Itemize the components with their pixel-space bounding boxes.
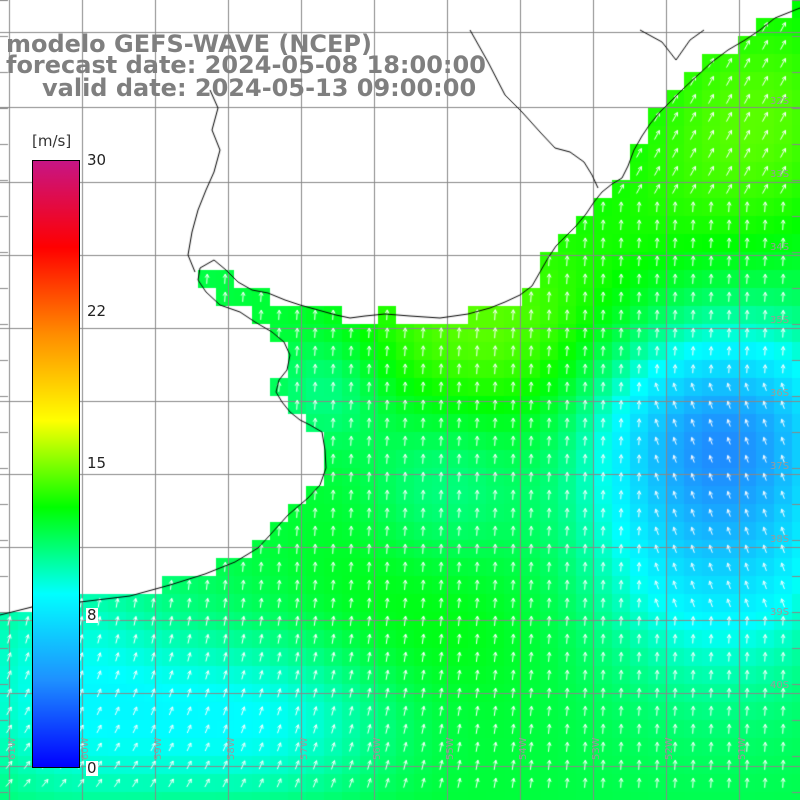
longitude-label: 60W: [80, 737, 91, 760]
title-forecast-date: forecast date: 2024-05-08 18:00:00: [6, 51, 486, 79]
colorbar: [32, 160, 80, 768]
longitude-label: 53W: [591, 737, 602, 760]
latitude-label: 34S: [770, 242, 789, 253]
colorbar-tick-label: 30: [86, 151, 108, 169]
latitude-label: 40S: [770, 680, 789, 691]
latitude-label: 38S: [770, 534, 789, 545]
longitude-label: 51W: [737, 737, 748, 760]
title-valid-date: valid date: 2024-05-13 09:00:00: [42, 74, 477, 102]
latitude-label: 37S: [770, 461, 789, 472]
latitude-label: 35S: [770, 315, 789, 326]
longitude-label: 54W: [518, 737, 529, 760]
longitude-label: 56W: [372, 737, 383, 760]
latitude-label: 32S: [770, 96, 789, 107]
latitude-label: 36S: [770, 388, 789, 399]
longitude-label: 61W: [7, 737, 18, 760]
title-model: modelo GEFS-WAVE (NCEP): [6, 30, 372, 58]
latitude-label: 33S: [770, 169, 789, 180]
longitude-label: 59W: [153, 737, 164, 760]
longitude-label: 52W: [664, 737, 675, 760]
colorbar-tick-label: 0: [86, 759, 98, 777]
longitude-label: 58W: [226, 737, 237, 760]
colorbar-tick-label: 22: [86, 302, 108, 320]
latitude-label: 39S: [770, 607, 789, 618]
colorbar-tick-label: 15: [86, 454, 108, 472]
longitude-label: 57W: [299, 737, 310, 760]
colorbar-tick-label: 8: [86, 606, 98, 624]
colorbar-units-label: [m/s]: [30, 132, 74, 150]
longitude-label: 55W: [445, 737, 456, 760]
